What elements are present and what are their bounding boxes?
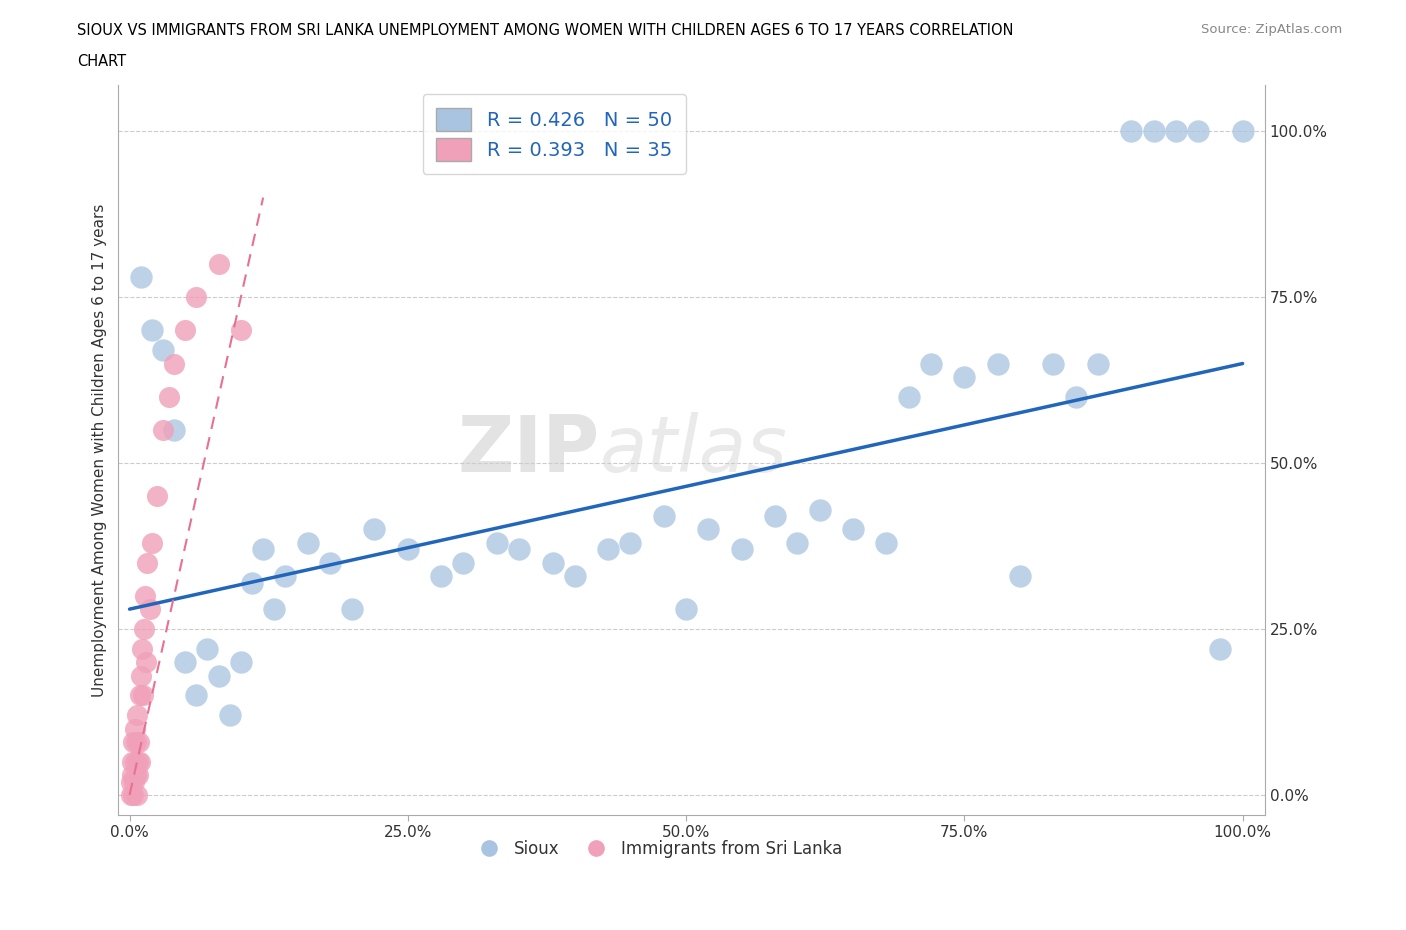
Point [197, 642, 219, 657]
Point [186, 688, 208, 703]
Point [1142, 124, 1164, 139]
Point [786, 536, 808, 551]
Point [174, 655, 197, 670]
Point [124, 721, 146, 736]
Point [120, 788, 142, 803]
Point [920, 356, 942, 371]
Point [430, 568, 453, 583]
Point [731, 542, 754, 557]
Point [1187, 124, 1209, 139]
Point [508, 542, 530, 557]
Text: Source: ZipAtlas.com: Source: ZipAtlas.com [1202, 23, 1343, 36]
Point [274, 568, 297, 583]
Point [396, 542, 419, 557]
Text: CHART: CHART [77, 54, 127, 69]
Point [125, 767, 148, 782]
Point [121, 767, 143, 782]
Point [136, 555, 159, 570]
Point [163, 422, 186, 437]
Point [127, 767, 149, 782]
Point [132, 621, 155, 636]
Point [218, 708, 240, 723]
Point [363, 522, 385, 537]
Point [1064, 390, 1087, 405]
Point [121, 754, 143, 769]
Point [125, 708, 148, 723]
Point [186, 290, 208, 305]
Y-axis label: Unemployment Among Women with Children Ages 6 to 17 years: Unemployment Among Women with Children A… [93, 203, 107, 697]
Point [263, 602, 285, 617]
Point [163, 356, 186, 371]
Point [1008, 568, 1031, 583]
Point [125, 735, 148, 750]
Text: atlas: atlas [600, 412, 787, 488]
Point [129, 668, 152, 683]
Point [127, 788, 149, 803]
Point [697, 522, 720, 537]
Point [598, 542, 620, 557]
Point [122, 788, 145, 803]
Point [131, 642, 153, 657]
Point [1232, 124, 1254, 139]
Point [124, 754, 146, 769]
Point [127, 754, 149, 769]
Point [541, 555, 564, 570]
Point [229, 655, 252, 670]
Point [297, 536, 319, 551]
Point [141, 323, 163, 338]
Point [619, 536, 641, 551]
Point [229, 323, 252, 338]
Point [122, 735, 145, 750]
Point [134, 589, 156, 604]
Point [129, 270, 152, 285]
Point [252, 542, 274, 557]
Point [128, 688, 150, 703]
Point [135, 655, 157, 670]
Point [453, 555, 475, 570]
Point [875, 536, 897, 551]
Point [987, 356, 1010, 371]
Point [897, 390, 920, 405]
Point [808, 502, 831, 517]
Point [138, 602, 160, 617]
Point [207, 668, 229, 683]
Text: SIOUX VS IMMIGRANTS FROM SRI LANKA UNEMPLOYMENT AMONG WOMEN WITH CHILDREN AGES 6: SIOUX VS IMMIGRANTS FROM SRI LANKA UNEMP… [77, 23, 1014, 38]
Point [1209, 642, 1232, 657]
Point [122, 775, 145, 790]
Point [564, 568, 586, 583]
Point [152, 343, 174, 358]
Point [1164, 124, 1187, 139]
Point [1042, 356, 1064, 371]
Point [141, 536, 163, 551]
Point [319, 555, 342, 570]
Point [340, 602, 363, 617]
Text: ZIP: ZIP [458, 412, 600, 488]
Point [1121, 124, 1143, 139]
Point [240, 575, 263, 590]
Point [128, 735, 150, 750]
Point [953, 369, 976, 384]
Point [146, 489, 169, 504]
Point [129, 754, 152, 769]
Point [675, 602, 697, 617]
Point [842, 522, 865, 537]
Point [652, 509, 675, 524]
Point [485, 536, 508, 551]
Point [1087, 356, 1109, 371]
Point [763, 509, 786, 524]
Point [207, 257, 229, 272]
Point [120, 775, 142, 790]
Point [132, 688, 155, 703]
Point [157, 390, 180, 405]
Point [152, 422, 174, 437]
Legend: Sioux, Immigrants from Sri Lanka: Sioux, Immigrants from Sri Lanka [465, 833, 849, 865]
Point [174, 323, 197, 338]
